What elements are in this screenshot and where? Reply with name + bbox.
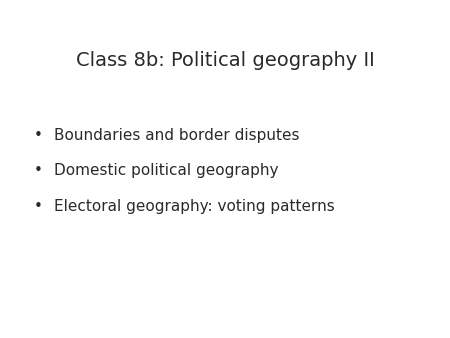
Text: Boundaries and border disputes: Boundaries and border disputes — [54, 128, 300, 143]
Text: •: • — [34, 128, 43, 143]
Text: •: • — [34, 199, 43, 214]
Text: •: • — [34, 163, 43, 178]
Text: Class 8b: Political geography II: Class 8b: Political geography II — [76, 51, 374, 70]
Text: Domestic political geography: Domestic political geography — [54, 163, 279, 178]
Text: Electoral geography: voting patterns: Electoral geography: voting patterns — [54, 199, 335, 214]
